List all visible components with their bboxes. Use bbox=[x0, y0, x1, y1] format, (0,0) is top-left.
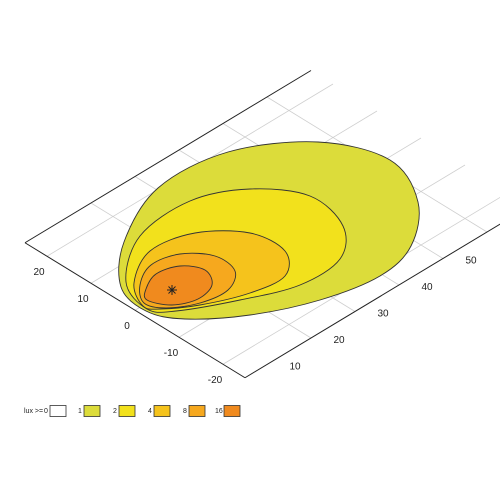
legend-label: 8 bbox=[183, 408, 187, 415]
tick-labels: 10 20 30 40 50 -20 -10 0 10 20 bbox=[33, 256, 477, 386]
x-tick-label: 20 bbox=[333, 335, 345, 346]
y-tick-label: 20 bbox=[33, 267, 45, 278]
x-tick-label: 50 bbox=[465, 256, 477, 267]
y-tick-label: -20 bbox=[208, 375, 223, 386]
legend-label: 0 bbox=[44, 408, 48, 415]
legend-swatch bbox=[188, 405, 206, 417]
plane-edge bbox=[244, 223, 500, 379]
legend-label: 4 bbox=[148, 408, 152, 415]
legend-label: 16 bbox=[215, 408, 223, 415]
contour bbox=[143, 265, 213, 306]
plane-edge bbox=[24, 70, 312, 244]
x-tick-label: 40 bbox=[421, 282, 433, 293]
legend-swatch bbox=[153, 405, 171, 417]
contours bbox=[118, 141, 420, 320]
x-tick-label: 30 bbox=[377, 309, 389, 320]
legend-swatch bbox=[223, 405, 241, 417]
legend-label: 2 bbox=[113, 408, 117, 415]
y-tick-label: 0 bbox=[124, 321, 130, 332]
legend: lux >= 0 1 2 4 8 16 bbox=[24, 405, 241, 417]
legend-swatch bbox=[118, 405, 136, 417]
y-tick-label: 10 bbox=[77, 294, 89, 305]
light-source bbox=[167, 285, 177, 295]
y-tick-label: -10 bbox=[164, 348, 179, 359]
legend-label: 1 bbox=[78, 408, 82, 415]
plane-edge bbox=[24, 242, 246, 379]
x-tick-label: 10 bbox=[289, 362, 301, 373]
source-star bbox=[168, 286, 176, 294]
legend-swatch bbox=[49, 405, 67, 417]
legend-swatch bbox=[83, 405, 101, 417]
legend-title: lux >= bbox=[24, 408, 43, 415]
